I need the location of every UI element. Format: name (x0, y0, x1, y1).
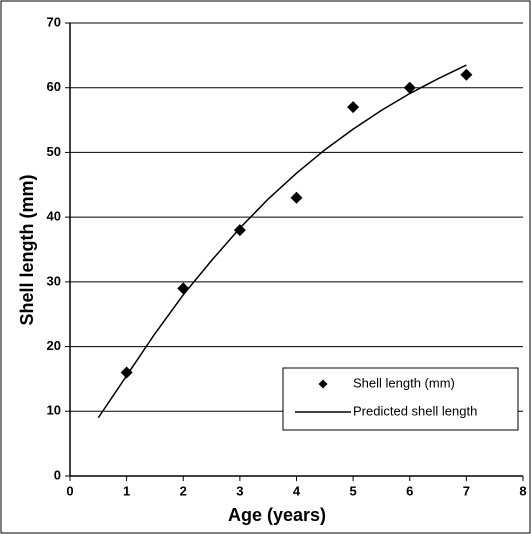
y-tick-label: 0 (54, 467, 61, 482)
data-point (177, 282, 190, 295)
data-point (233, 224, 246, 237)
x-tick-label: 3 (236, 483, 243, 498)
x-tick-label: 1 (123, 483, 130, 498)
data-point (403, 81, 416, 94)
x-tick-label: 8 (519, 483, 526, 498)
x-tick-label: 2 (180, 483, 187, 498)
x-tick-label: 7 (463, 483, 470, 498)
data-point (120, 366, 133, 379)
x-tick-label: 6 (406, 483, 413, 498)
legend-label: Shell length (mm) (353, 375, 455, 390)
x-tick-label: 4 (293, 483, 301, 498)
data-point (290, 191, 303, 204)
y-tick-label: 50 (47, 144, 61, 159)
x-axis-title: Age (years) (228, 505, 326, 525)
legend-symbol (318, 379, 328, 389)
trend-line (97, 64, 467, 419)
legend-label: Predicted shell length (353, 403, 477, 418)
x-tick-label: 0 (66, 483, 73, 498)
data-point (347, 101, 360, 114)
x-tick-label: 5 (350, 483, 357, 498)
y-tick-label: 20 (47, 338, 61, 353)
data-point (460, 68, 473, 81)
y-tick-label: 10 (47, 403, 61, 418)
y-tick-label: 40 (47, 209, 61, 224)
y-axis-title: Shell length (mm) (17, 174, 37, 325)
y-tick-label: 60 (47, 79, 61, 94)
y-tick-label: 30 (47, 273, 61, 288)
legend-box (282, 367, 519, 431)
y-tick-label: 70 (47, 14, 61, 29)
